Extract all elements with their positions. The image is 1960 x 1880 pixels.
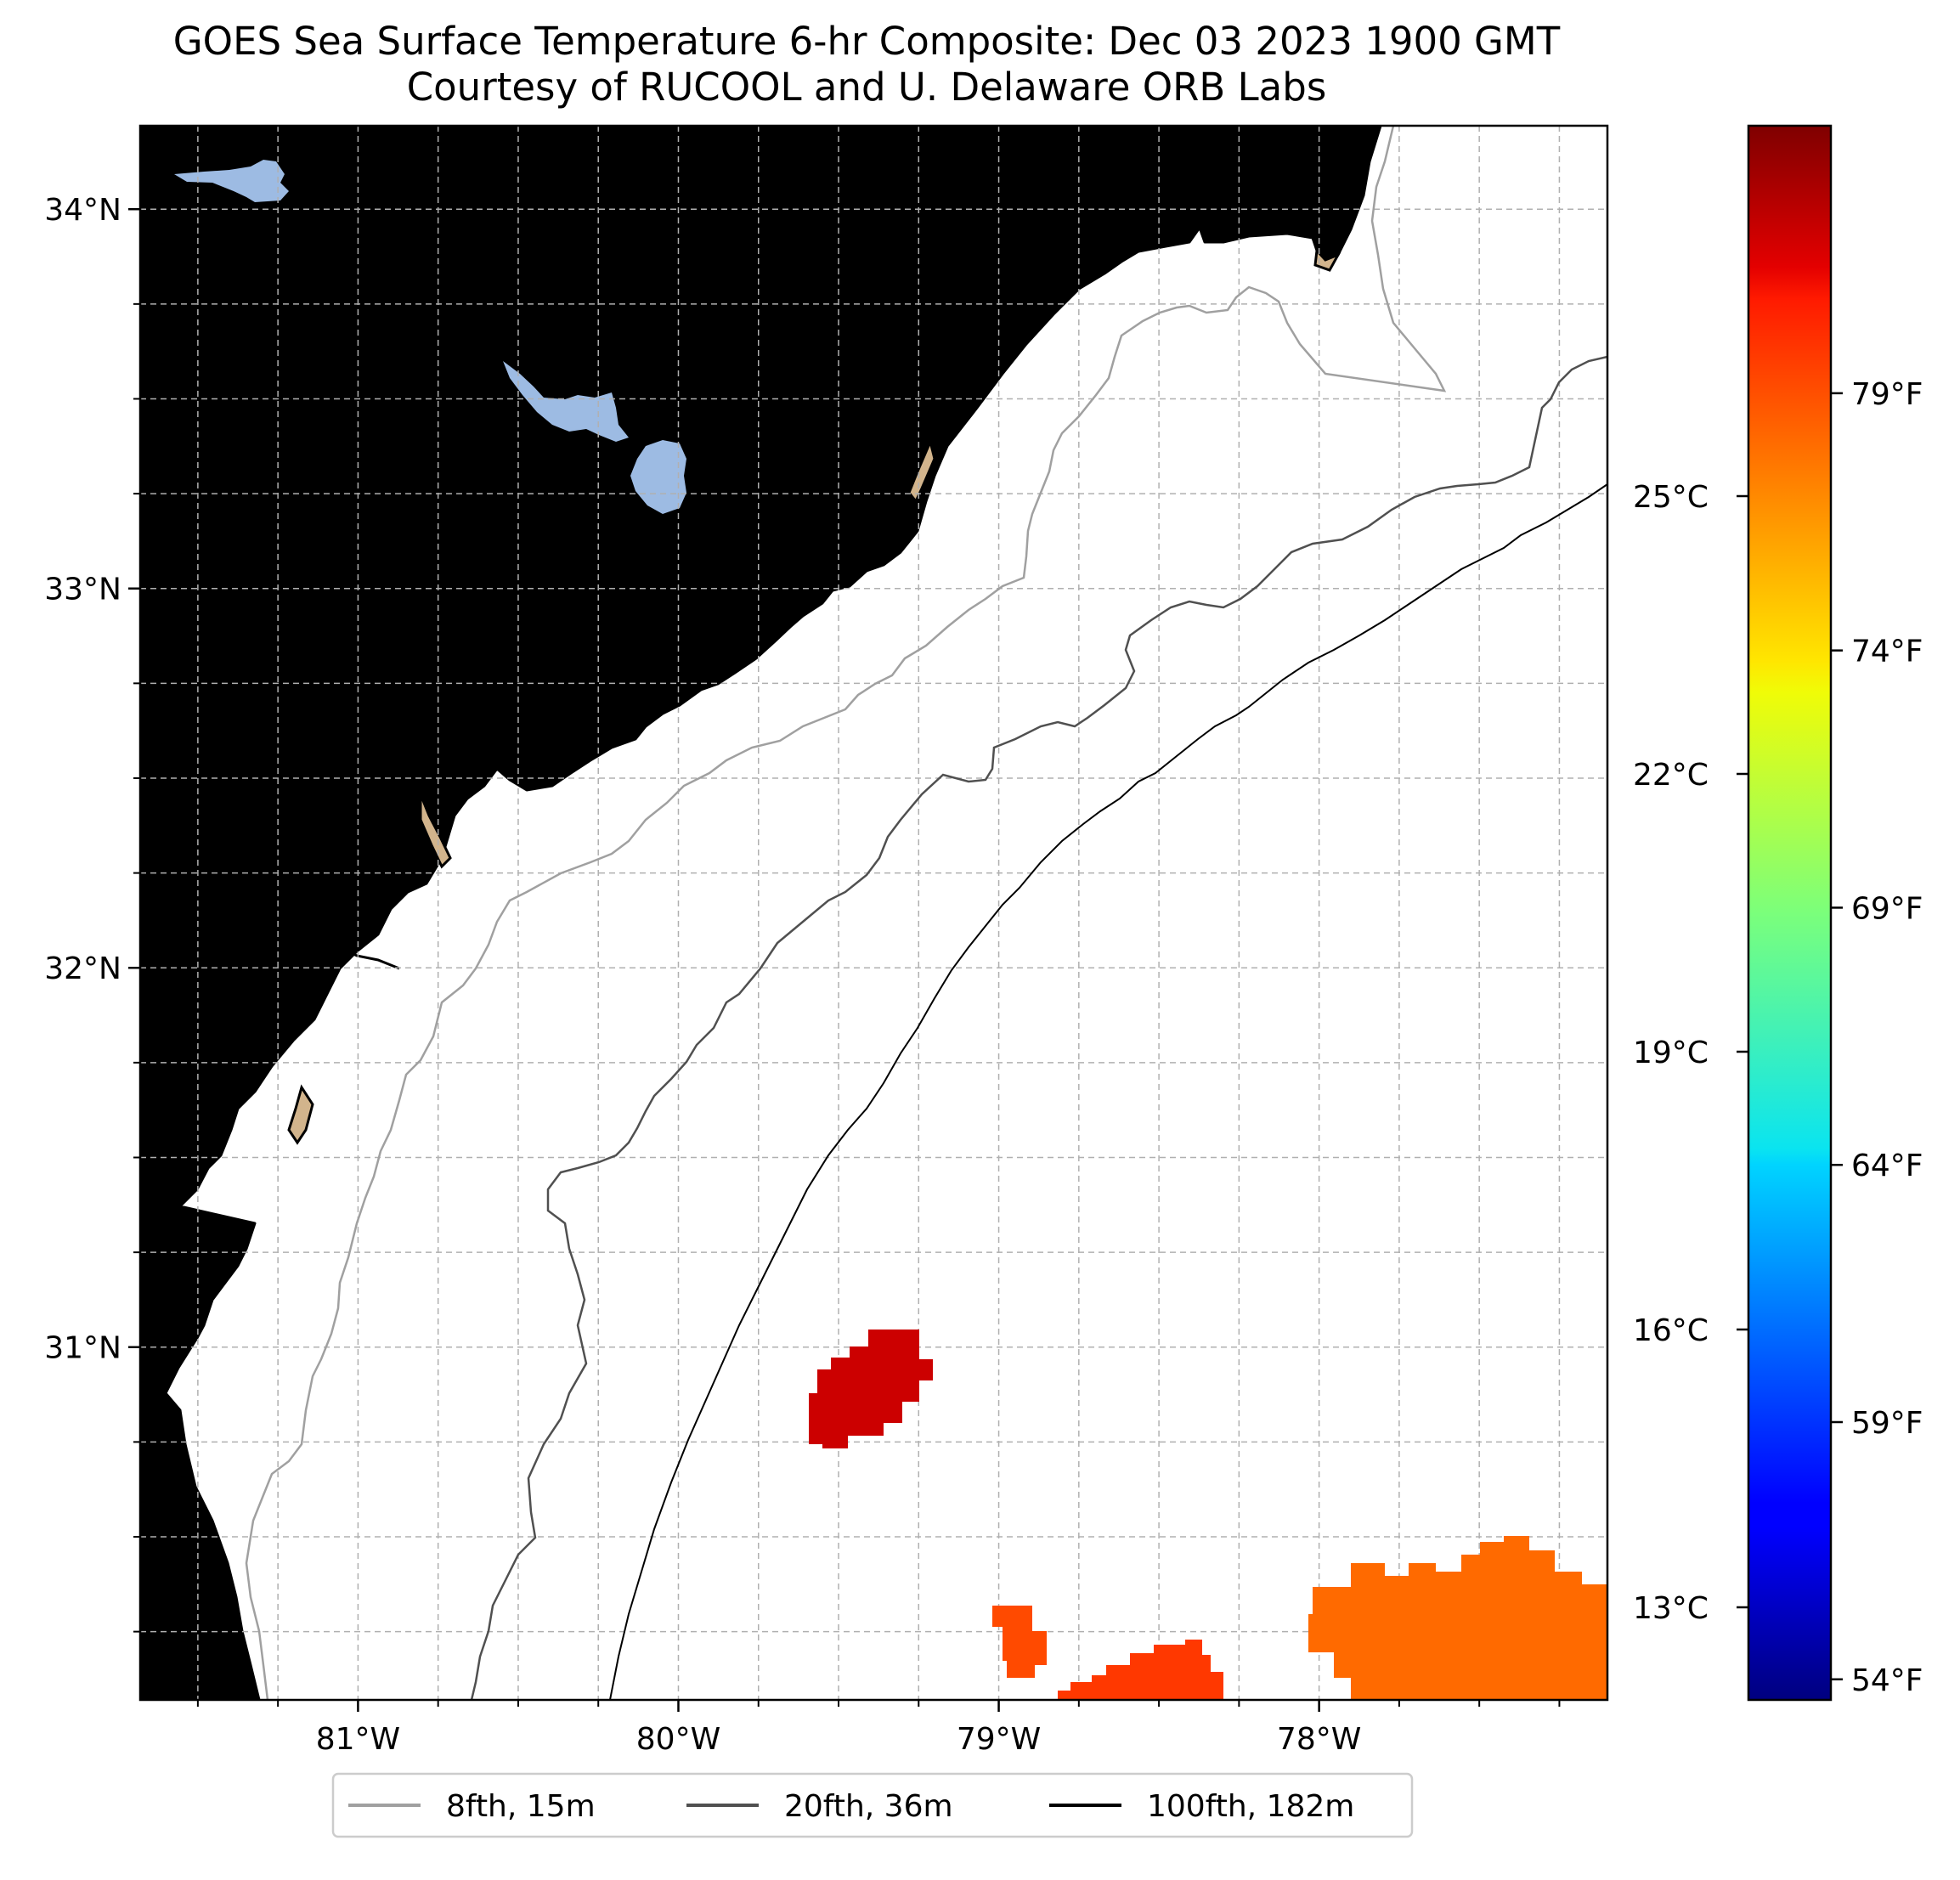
colorbar-c-label: 13°C — [1633, 1591, 1709, 1626]
lat-tick-label: 32°N — [44, 951, 121, 986]
legend-box — [331, 1772, 1414, 1838]
latitude-axis: 34°N 33°N 32°N 31°N — [44, 193, 140, 1366]
colorbar-f-label: 59°F — [1851, 1406, 1923, 1441]
map-frame — [138, 124, 1609, 1702]
lat-tick-label: 34°N — [44, 193, 121, 228]
colorbar-gradient — [1747, 124, 1833, 1702]
isobath-8fth — [245, 126, 1447, 1700]
title-line-2: Courtesy of RUCOOL and U. Delaware ORB L… — [406, 65, 1327, 110]
legend-item: 100fth, 182m — [1049, 1789, 1354, 1824]
colorbar: 25°C 22°C 19°C 16°C 13°C 79°F 74°F 69°F 64°F 59°… — [1633, 124, 1923, 1702]
sst-patch-south — [992, 1606, 1047, 1678]
state-border-sc-ga — [140, 549, 400, 970]
coastal-island — [419, 793, 452, 869]
lat-tick-label: 31°N — [44, 1331, 121, 1366]
lon-tick-label: 80°W — [636, 1722, 720, 1757]
colorbar-f-label: 74°F — [1851, 635, 1923, 669]
legend-label: 20fth, 36m — [784, 1789, 953, 1824]
sst-layer — [809, 1330, 1607, 1700]
coastal-island — [287, 1084, 314, 1145]
lake-marion — [503, 361, 629, 442]
land-mass — [140, 126, 1382, 1700]
colorbar-f-label: 79°F — [1851, 377, 1923, 412]
title-line-1: GOES Sea Surface Temperature 6-hr Compos… — [172, 19, 1561, 64]
map-panel[interactable]: 34°N 33°N 32°N 31°N 81°W 80°W 79°W 78°W — [44, 124, 1609, 1757]
sst-patch-east — [1308, 1536, 1607, 1700]
state-border-ga-fl — [140, 1447, 189, 1459]
lake-moultrie — [630, 440, 686, 514]
isobath-20fth — [470, 355, 1607, 1700]
isobath-legend: 8fth, 15m 20fth, 36m 100fth, 182m — [331, 1772, 1414, 1838]
colorbar-f-label: 54°F — [1851, 1663, 1923, 1698]
sst-patch-central — [809, 1330, 933, 1448]
gridlines — [133, 126, 1607, 1707]
colorbar-f-label: 64°F — [1851, 1149, 1923, 1183]
colorbar-celsius-axis: 25°C 22°C 19°C 16°C 13°C — [1633, 480, 1748, 1626]
legend-label: 8fth, 15m — [446, 1789, 596, 1824]
isobaths — [245, 126, 1607, 1700]
colorbar-c-label: 16°C — [1633, 1313, 1709, 1348]
isobath-100fth — [609, 483, 1607, 1700]
legend-label: 100fth, 182m — [1147, 1789, 1354, 1824]
state-border-nc-sc — [1012, 126, 1138, 247]
lon-tick-label: 79°W — [957, 1722, 1041, 1757]
colorbar-c-label: 25°C — [1633, 480, 1709, 515]
figure-title: GOES Sea Surface Temperature 6-hr Compos… — [0, 19, 1733, 110]
colorbar-c-label: 19°C — [1633, 1036, 1709, 1070]
colorbar-f-label: 69°F — [1851, 891, 1923, 926]
colorbar-fahrenheit-axis: 79°F 74°F 69°F 64°F 59°F 54°F — [1831, 377, 1923, 1698]
coastal-island — [1313, 247, 1341, 272]
lon-tick-label: 81°W — [316, 1722, 400, 1757]
lon-tick-label: 78°W — [1277, 1722, 1361, 1757]
legend-item: 20fth, 36m — [686, 1789, 953, 1824]
colorbar-c-label: 22°C — [1633, 758, 1709, 793]
sst-patch-southeast — [1058, 1640, 1223, 1700]
lake-north — [174, 160, 289, 202]
lat-tick-label: 33°N — [44, 573, 121, 607]
coastal-island — [907, 438, 936, 504]
longitude-axis: 81°W 80°W 79°W 78°W — [316, 1700, 1361, 1757]
legend-item: 8fth, 15m — [348, 1789, 596, 1824]
